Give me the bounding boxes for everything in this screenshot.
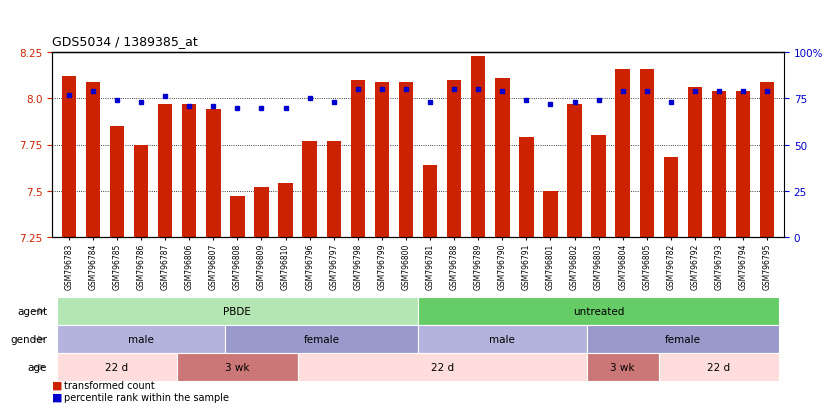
Bar — [110, 127, 124, 237]
Text: female: female — [665, 334, 701, 344]
Bar — [586, 325, 779, 353]
Text: male: male — [489, 334, 515, 344]
Bar — [206, 110, 221, 237]
Bar — [712, 92, 726, 237]
Bar — [591, 136, 605, 237]
Bar — [57, 353, 178, 381]
Bar — [586, 353, 659, 381]
Bar — [182, 104, 197, 237]
Bar — [544, 191, 558, 237]
Bar — [418, 297, 779, 325]
Text: 3 wk: 3 wk — [610, 362, 635, 372]
Bar — [57, 297, 418, 325]
Bar — [615, 69, 630, 237]
Bar — [230, 197, 244, 237]
Text: ■: ■ — [52, 392, 63, 402]
Bar — [375, 83, 389, 237]
Text: female: female — [304, 334, 339, 344]
Bar — [302, 142, 317, 237]
Bar — [326, 142, 341, 237]
Bar — [471, 57, 486, 237]
Text: agent: agent — [17, 306, 47, 316]
Bar — [62, 77, 76, 237]
Bar — [736, 92, 750, 237]
Text: transformed count: transformed count — [64, 380, 154, 390]
Bar — [158, 104, 173, 237]
Text: male: male — [128, 334, 154, 344]
Bar — [663, 158, 678, 237]
Text: age: age — [27, 362, 47, 372]
Text: PBDE: PBDE — [224, 306, 251, 316]
Text: 22 d: 22 d — [707, 362, 730, 372]
Bar — [134, 145, 149, 237]
Text: ■: ■ — [52, 380, 63, 390]
Bar — [254, 188, 268, 237]
Bar — [760, 83, 774, 237]
Text: gender: gender — [10, 334, 47, 344]
Text: 22 d: 22 d — [106, 362, 129, 372]
Bar — [350, 81, 365, 237]
Bar — [567, 104, 582, 237]
Text: percentile rank within the sample: percentile rank within the sample — [64, 392, 229, 402]
Bar — [423, 166, 437, 237]
Text: untreated: untreated — [573, 306, 624, 316]
Text: 3 wk: 3 wk — [225, 362, 249, 372]
Bar — [399, 83, 413, 237]
Bar — [519, 138, 534, 237]
Bar — [178, 353, 297, 381]
Text: GDS5034 / 1389385_at: GDS5034 / 1389385_at — [52, 35, 197, 48]
Bar — [86, 83, 100, 237]
Bar — [447, 81, 462, 237]
Text: 22 d: 22 d — [430, 362, 453, 372]
Bar — [659, 353, 779, 381]
Bar — [495, 79, 510, 237]
Bar — [278, 184, 292, 237]
Bar — [57, 325, 225, 353]
Bar — [225, 325, 418, 353]
Bar — [688, 88, 702, 237]
Bar — [418, 325, 586, 353]
Bar — [297, 353, 586, 381]
Bar — [639, 69, 654, 237]
